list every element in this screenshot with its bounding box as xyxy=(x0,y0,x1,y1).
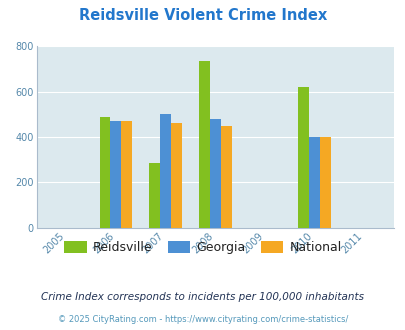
Legend: Reidsville, Georgia, National: Reidsville, Georgia, National xyxy=(59,236,346,259)
Bar xyxy=(220,126,231,228)
Bar xyxy=(171,123,181,228)
Bar xyxy=(110,121,121,228)
Bar xyxy=(121,121,132,228)
Bar xyxy=(297,87,308,228)
Bar xyxy=(160,114,171,228)
Bar xyxy=(99,116,110,228)
Text: © 2025 CityRating.com - https://www.cityrating.com/crime-statistics/: © 2025 CityRating.com - https://www.city… xyxy=(58,315,347,324)
Text: Crime Index corresponds to incidents per 100,000 inhabitants: Crime Index corresponds to incidents per… xyxy=(41,292,364,302)
Text: Reidsville Violent Crime Index: Reidsville Violent Crime Index xyxy=(79,8,326,23)
Bar xyxy=(198,61,209,228)
Bar xyxy=(209,119,220,228)
Bar xyxy=(308,137,319,228)
Bar xyxy=(149,163,160,228)
Bar xyxy=(319,137,330,228)
